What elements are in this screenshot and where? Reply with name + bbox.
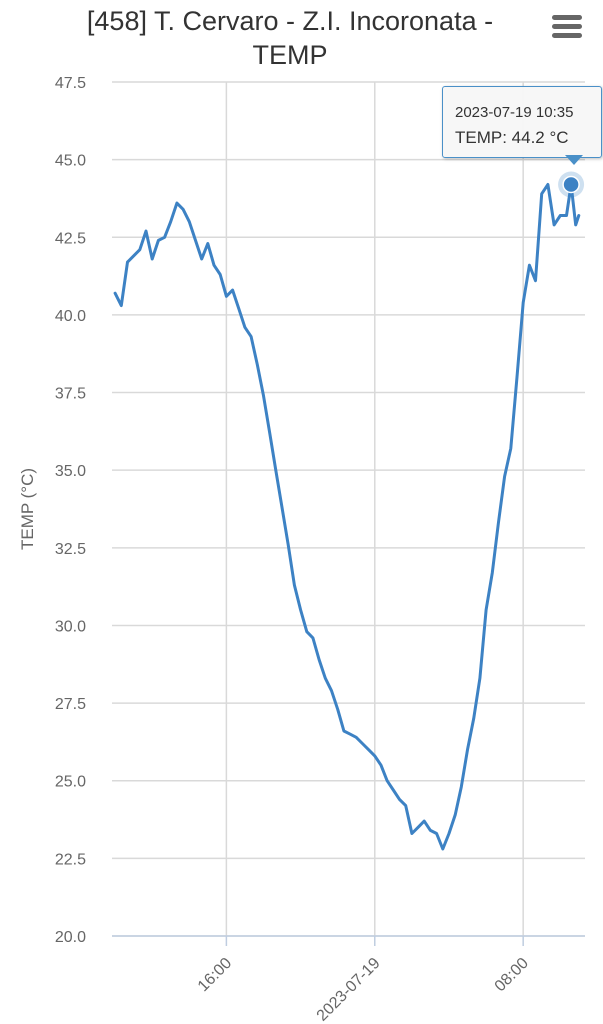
hamburger-menu-icon[interactable] — [548, 12, 586, 46]
tooltip-value: TEMP: 44.2 °C — [455, 128, 569, 147]
menu-bar — [552, 33, 582, 38]
chart-title: [458] T. Cervaro - Z.I. Incoronata - TEM… — [40, 4, 540, 72]
y-tick-label: 20.0 — [55, 929, 86, 946]
y-tick-label: 32.5 — [55, 541, 86, 558]
temperature-series-line — [113, 183, 581, 851]
y-tick-label: 37.5 — [55, 386, 86, 403]
axes — [112, 935, 585, 946]
tick-labels: 20.0 22.5 25.0 27.5 30.0 32.5 35.0 37.5 40.0 42.5… — [55, 75, 532, 1024]
y-tick-label: 40.0 — [55, 308, 86, 325]
y-tick-label: 27.5 — [55, 696, 86, 713]
y-axis-title: TEMP (°C) — [18, 468, 37, 550]
menu-bar — [552, 15, 582, 20]
highlight-point — [562, 175, 580, 194]
y-tick-label: 35.0 — [55, 463, 86, 480]
y-tick-label: 45.0 — [55, 153, 86, 170]
series-layer — [113, 171, 585, 851]
x-tick-label: 08:00 — [492, 955, 532, 995]
y-tick-label: 25.0 — [55, 774, 86, 791]
menu-bar — [552, 24, 582, 29]
chart-title-line-2: TEMP — [252, 40, 328, 70]
y-tick-label: 22.5 — [55, 851, 86, 868]
x-tick-label: 2023-07-19 — [314, 955, 384, 1024]
y-tick-label: 30.0 — [55, 618, 86, 635]
y-tick-label: 47.5 — [55, 75, 86, 92]
y-tick-label: 42.5 — [55, 230, 86, 247]
chart-title-line-1: [458] T. Cervaro - Z.I. Incoronata - — [86, 6, 494, 36]
x-tick-label: 16:00 — [195, 955, 235, 995]
tooltip-date: 2023-07-19 10:35 — [455, 104, 574, 121]
tooltip-arrow — [565, 155, 583, 165]
tooltip: 2023-07-19 10:35 TEMP: 44.2 °C — [442, 86, 602, 158]
